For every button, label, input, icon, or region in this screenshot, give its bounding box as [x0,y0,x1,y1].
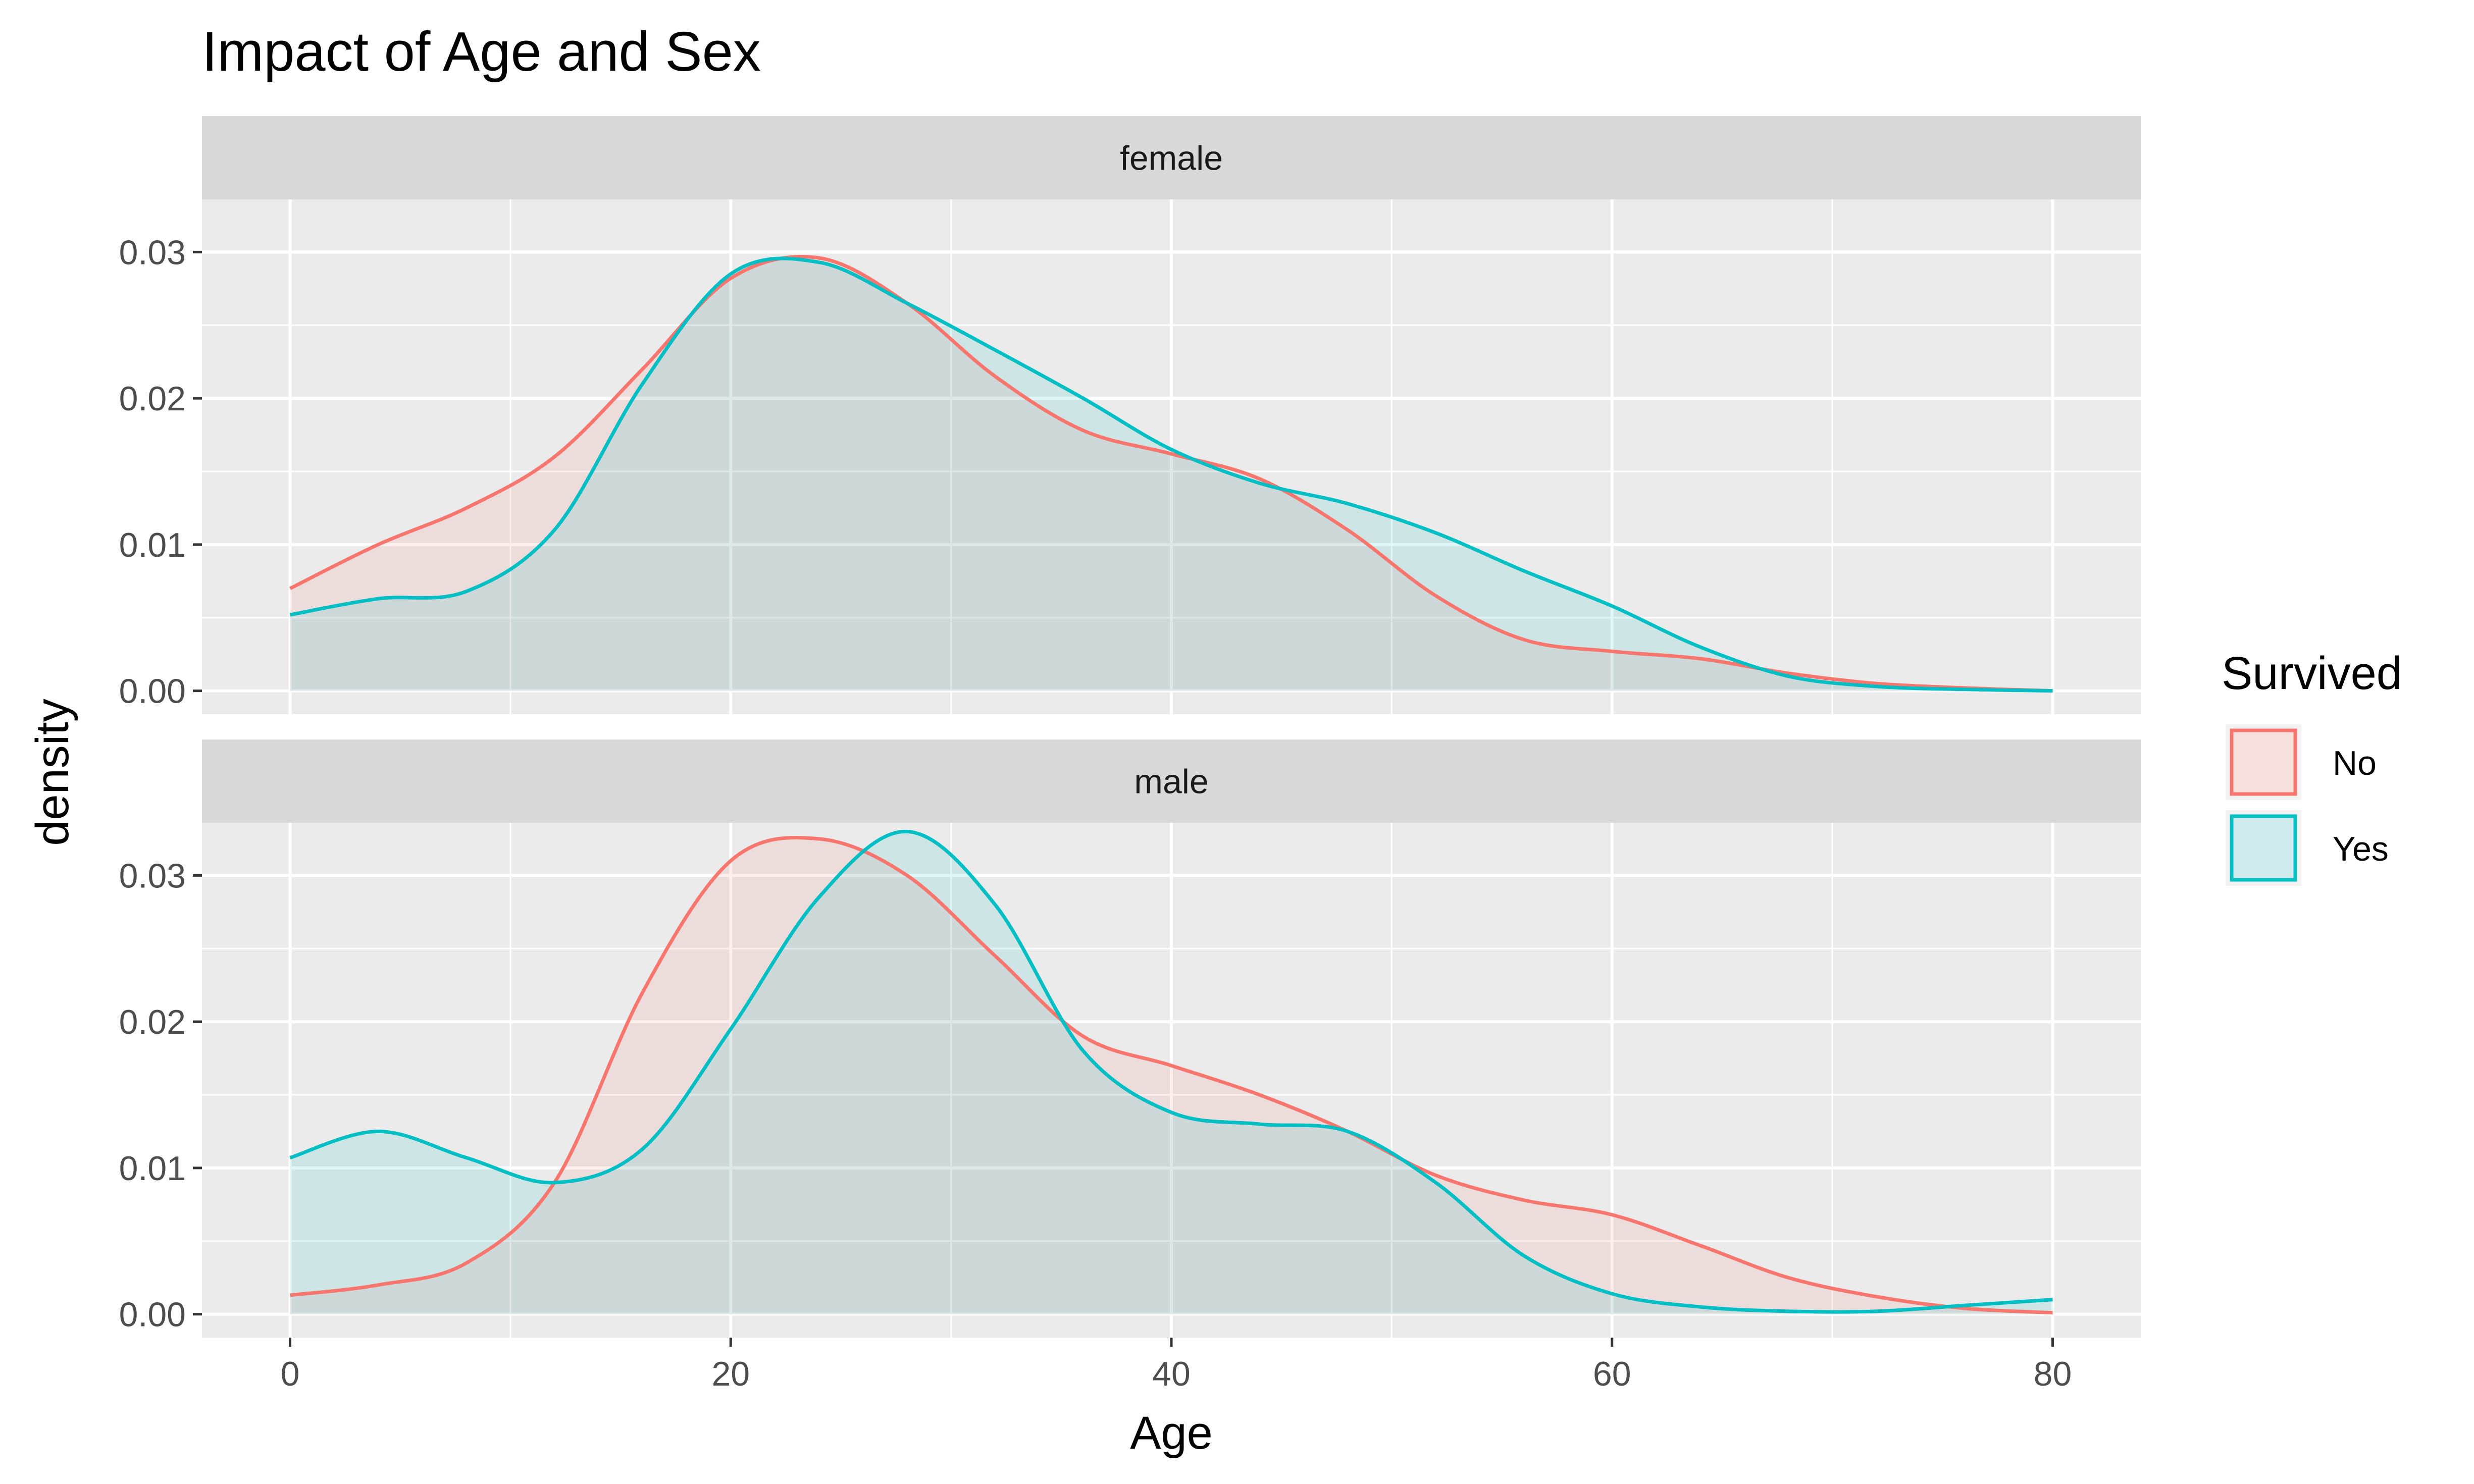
legend-label-yes: Yes [2333,830,2389,868]
panel-female: female [202,116,2141,714]
density-line-yes [289,829,2053,1314]
x-tick-label: 20 [711,1355,750,1393]
panel-male: male [202,739,2141,1338]
y-axes: 0.00 0.01 0.02 0.03 0.00 0.01 0.02 0.03 [119,233,202,1334]
density-area-no [290,837,2053,1314]
x-tick-label: 0 [281,1355,300,1393]
x-tick-label: 40 [1152,1355,1191,1393]
y-tick-label: 0.01 [119,526,186,564]
x-axis: 0 20 40 60 80 [281,1338,2072,1393]
y-tick-label: 0.00 [119,672,186,711]
density-line-yes [289,256,2053,693]
legend-key-no [2230,728,2297,796]
y-tick-label: 0.01 [119,1149,186,1188]
legend-key-yes [2230,814,2297,882]
y-tick-label: 0.02 [119,1003,186,1041]
chart-title: Impact of Age and Sex [202,21,761,83]
legend: Survived No Yes [2222,648,2402,886]
y-tick-label: 0.00 [119,1296,186,1334]
density-area-yes [290,258,2053,691]
facet-panels: female male [202,116,2141,1338]
y-tick-label: 0.03 [119,233,186,272]
facet-strip-label: male [1134,763,1208,801]
density-line-no [290,836,2053,1315]
legend-label-no: No [2333,744,2377,782]
y-tick-label: 0.02 [119,380,186,418]
legend-title: Survived [2222,648,2402,699]
x-tick-label: 60 [1593,1355,1631,1393]
facet-strip-label: female [1120,139,1223,178]
facet-strip [202,739,2141,823]
x-axis-title: Age [1130,1407,1213,1459]
facet-strip [202,116,2141,199]
density-area-yes [290,831,2053,1314]
density-area-no [290,256,2053,691]
y-axis-title: density [27,699,78,846]
y-tick-label: 0.03 [119,857,186,895]
legend-keys: No Yes [2226,724,2389,886]
x-tick-label: 80 [2034,1355,2072,1393]
